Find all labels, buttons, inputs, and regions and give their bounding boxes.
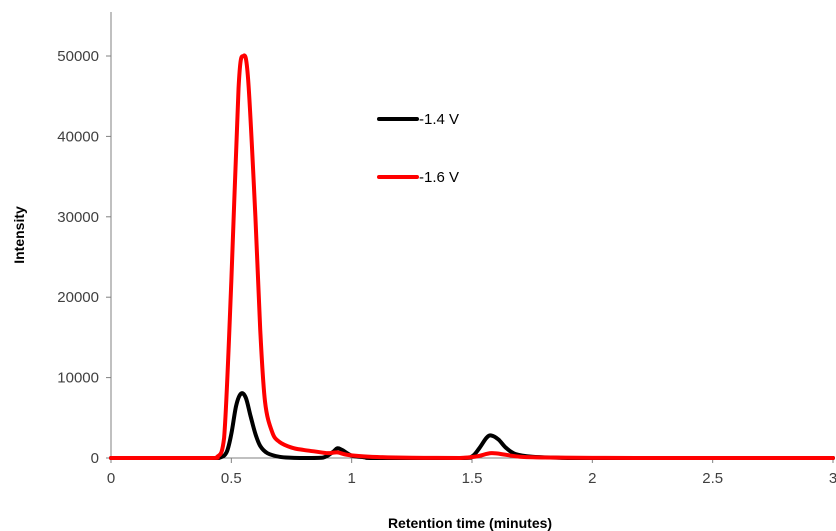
- y-tick-label: 20000: [57, 289, 99, 306]
- series-line-0: [109, 391, 835, 461]
- x-tick-label: 2.5: [702, 470, 723, 487]
- legend: -1.4 V -1.6 V: [377, 111, 459, 186]
- y-tick-label: 10000: [57, 370, 99, 387]
- x-tick-label: 0.5: [221, 470, 242, 487]
- y-tick-label: 40000: [57, 128, 99, 145]
- x-tick-label: 2: [588, 470, 596, 487]
- axes-layer: 0 10000 20000 30000 40000 50000 0 0.5 1 1.5 2 2.5 3: [57, 12, 836, 487]
- y-tick-label: 30000: [57, 209, 99, 226]
- x-tick-label: 1: [347, 470, 355, 487]
- x-tick-label: 3: [829, 470, 836, 487]
- y-tick-label: 50000: [57, 48, 99, 65]
- x-tick-label: 1.5: [462, 470, 483, 487]
- y-tick-label: 0: [91, 450, 99, 467]
- series-line-1: [109, 53, 835, 461]
- y-axis-title: Intensity: [11, 206, 27, 264]
- x-axis-title: Retention time (minutes): [388, 515, 552, 531]
- legend-label-0: -1.4 V: [419, 111, 459, 128]
- legend-label-1: -1.6 V: [419, 169, 459, 186]
- series-layer: [109, 53, 835, 461]
- x-tick-label: 0: [107, 470, 115, 487]
